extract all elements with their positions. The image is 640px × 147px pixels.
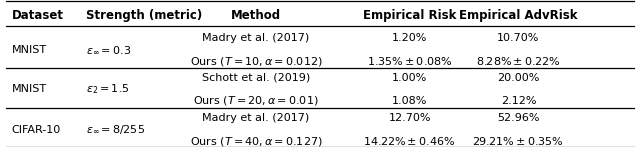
Text: 20.00%: 20.00% — [497, 73, 540, 83]
Text: MNIST: MNIST — [12, 45, 47, 55]
Text: 12.70%: 12.70% — [388, 113, 431, 123]
Text: Dataset: Dataset — [12, 9, 63, 22]
Text: $8.28\% \pm 0.22\%$: $8.28\% \pm 0.22\%$ — [476, 55, 561, 67]
Text: $29.21\% \pm 0.35\%$: $29.21\% \pm 0.35\%$ — [472, 135, 564, 147]
Text: Strength (metric): Strength (metric) — [86, 9, 203, 22]
Text: Ours $(T = 10, \alpha = 0.012)$: Ours $(T = 10, \alpha = 0.012)$ — [189, 55, 323, 67]
Text: Madry et al. (2017): Madry et al. (2017) — [202, 33, 310, 43]
Text: 2.12%: 2.12% — [500, 96, 536, 106]
Text: Ours $(T = 20, \alpha = 0.01)$: Ours $(T = 20, \alpha = 0.01)$ — [193, 94, 319, 107]
Text: $14.22\% \pm 0.46\%$: $14.22\% \pm 0.46\%$ — [364, 135, 456, 147]
Text: Ours $(T = 40, \alpha = 0.127)$: Ours $(T = 40, \alpha = 0.127)$ — [189, 135, 323, 147]
Text: MNIST: MNIST — [12, 84, 47, 94]
Text: $\epsilon_{2} = 1.5$: $\epsilon_{2} = 1.5$ — [86, 82, 130, 96]
Text: CIFAR-10: CIFAR-10 — [12, 125, 61, 135]
Text: $\epsilon_{\infty} = 0.3$: $\epsilon_{\infty} = 0.3$ — [86, 44, 132, 56]
Text: 1.00%: 1.00% — [392, 73, 428, 83]
Text: 1.08%: 1.08% — [392, 96, 428, 106]
Text: Schott et al. (2019): Schott et al. (2019) — [202, 73, 310, 83]
Text: 1.20%: 1.20% — [392, 33, 428, 43]
Text: Method: Method — [231, 9, 281, 22]
Text: $\epsilon_{\infty} = 8/255$: $\epsilon_{\infty} = 8/255$ — [86, 124, 145, 136]
Text: 10.70%: 10.70% — [497, 33, 540, 43]
Text: Madry et al. (2017): Madry et al. (2017) — [202, 113, 310, 123]
Text: $1.35\% \pm 0.08\%$: $1.35\% \pm 0.08\%$ — [367, 55, 452, 67]
Text: 52.96%: 52.96% — [497, 113, 540, 123]
Text: Empirical Risk: Empirical Risk — [363, 9, 456, 22]
Text: Empirical AdvRisk: Empirical AdvRisk — [459, 9, 578, 22]
